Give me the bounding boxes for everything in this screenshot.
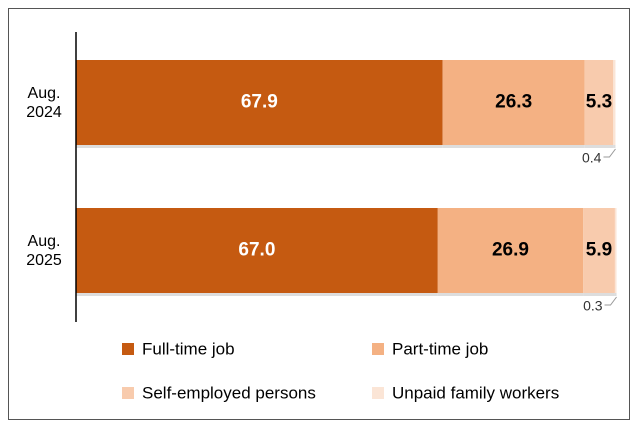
- leader-line: [603, 148, 616, 158]
- category-label: Aug. 2024: [26, 84, 62, 121]
- bar-shadow: [614, 293, 617, 296]
- bar-shadow: [583, 293, 615, 296]
- bar-shadow: [76, 293, 438, 296]
- legend-swatch: [372, 387, 384, 399]
- bar-shadow: [584, 145, 614, 148]
- legend-swatch: [122, 343, 134, 355]
- data-label: 0.3: [583, 298, 603, 314]
- data-label: 26.9: [492, 240, 529, 261]
- category-label: Aug. 2025: [26, 232, 62, 269]
- data-label: 5.3: [586, 92, 612, 113]
- bar-shadow: [76, 145, 443, 148]
- bar-segment: [614, 208, 617, 293]
- data-label: 0.4: [582, 150, 602, 166]
- data-label: 67.0: [238, 240, 275, 261]
- bar-segment: [437, 208, 584, 293]
- data-label: 67.9: [241, 92, 278, 113]
- legend-label: Full-time job: [142, 339, 235, 358]
- leader-line: [604, 296, 617, 306]
- data-label: 26.3: [495, 92, 532, 113]
- legend-swatch: [372, 343, 384, 355]
- legend-label: Self-employed persons: [142, 383, 316, 402]
- bar-segment: [76, 208, 438, 293]
- bar-segment: [583, 208, 615, 293]
- frame: [8, 8, 630, 420]
- legend-swatch: [122, 387, 134, 399]
- legend-label: Part-time job: [392, 339, 488, 358]
- bar-segment: [76, 60, 443, 145]
- bar-shadow: [613, 145, 616, 148]
- bar-shadow: [437, 293, 584, 296]
- legend-label: Unpaid family workers: [392, 383, 559, 402]
- bar-segment: [613, 60, 616, 145]
- bar-shadow: [442, 145, 585, 148]
- bar-segment: [584, 60, 614, 145]
- bar-segment: [442, 60, 585, 145]
- data-label: 5.9: [586, 240, 612, 261]
